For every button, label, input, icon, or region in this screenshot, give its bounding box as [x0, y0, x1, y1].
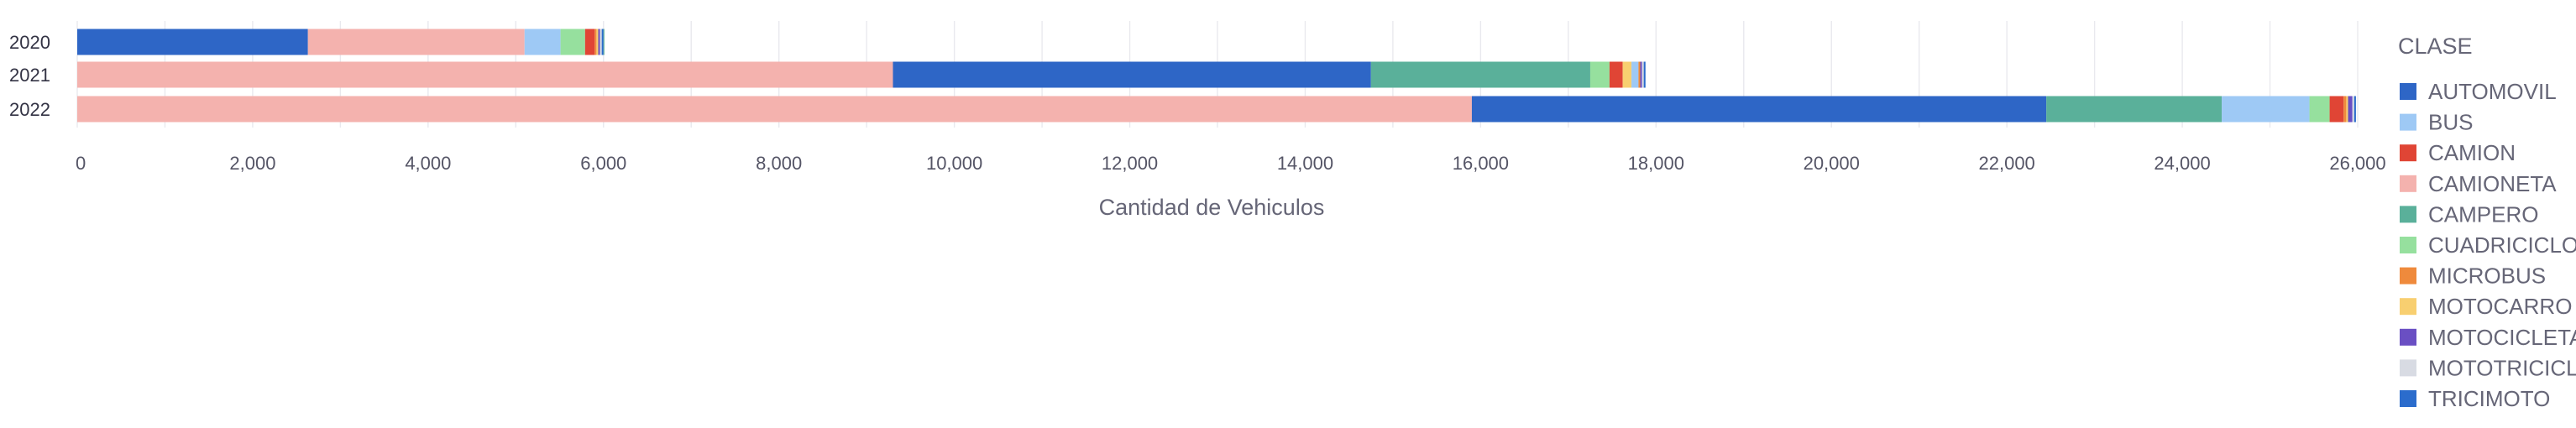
x-tick-label: 26,000: [2329, 153, 2385, 174]
x-tick-label: 6,000: [580, 153, 626, 174]
bar-2022-campero[interactable]: [2046, 96, 2223, 123]
bar-2022-motocicleta[interactable]: [2348, 96, 2353, 123]
legend-item-bus[interactable]: BUS: [2400, 110, 2473, 135]
y-tick-label: 2021: [9, 65, 50, 86]
bar-2021-bus[interactable]: [1631, 61, 1639, 88]
x-axis-title: Cantidad de Vehiculos: [1099, 195, 1325, 220]
legend-swatch: [2400, 113, 2416, 131]
x-tick-label: 20,000: [1804, 153, 1860, 174]
bar-2022-cuadriciclo[interactable]: [2309, 96, 2330, 123]
x-tick-label: 4,000: [405, 153, 451, 174]
y-tick-label: 2020: [9, 32, 50, 53]
y-tick-label: 2022: [9, 99, 50, 120]
bar-2020-mototriciclo[interactable]: [599, 29, 602, 55]
bar-2020-automovil[interactable]: [77, 29, 308, 55]
legend-label: MOTOTRICICLO: [2428, 355, 2576, 380]
bar-2020-camion[interactable]: [584, 29, 595, 55]
bar-2020-motocarro[interactable]: [596, 29, 599, 55]
legend-swatch: [2400, 175, 2416, 192]
legend-item-motocarro[interactable]: MOTOCARRO: [2400, 294, 2572, 319]
bar-2020-microbus[interactable]: [594, 29, 597, 55]
bar-2021-camioneta[interactable]: [77, 61, 893, 88]
x-tick-label: 8,000: [756, 153, 802, 174]
bar-2021-campero[interactable]: [1370, 61, 1590, 88]
bar-2022-camioneta[interactable]: [77, 96, 1472, 123]
bars: [77, 29, 2356, 123]
x-tick-label: 10,000: [926, 153, 982, 174]
legend-item-cuadriciclo[interactable]: CUADRICICLO: [2400, 232, 2576, 258]
bar-2021-microbus[interactable]: [1638, 61, 1641, 88]
legend[interactable]: AUTOMOVIL BUS CAMION CAMIONETA CAMPERO CUADRI…: [2400, 79, 2576, 411]
x-tick-label: 24,000: [2154, 153, 2210, 174]
legend-label: CAMIONETA: [2428, 171, 2557, 196]
x-tick-label: 0: [76, 153, 86, 174]
bar-2021-mototriciclo[interactable]: [1641, 61, 1644, 88]
legend-label: AUTOMOVIL: [2428, 79, 2557, 104]
bar-2021-cuadriciclo[interactable]: [1589, 61, 1610, 88]
x-tick-label: 2,000: [229, 153, 275, 174]
legend-label: CUADRICICLO: [2428, 232, 2576, 258]
x-axis-ticks: 0 2,000 4,000 6,000 8,000 10,000 12,000 14,000 1…: [76, 153, 2386, 174]
legend-swatch: [2400, 206, 2416, 223]
legend-item-mototriciclo[interactable]: MOTOTRICICLO: [2400, 355, 2576, 380]
legend-swatch: [2400, 298, 2416, 316]
legend-label: MICROBUS: [2428, 264, 2546, 289]
legend-item-camioneta[interactable]: CAMIONETA: [2400, 171, 2557, 196]
bar-2020-camioneta[interactable]: [307, 29, 525, 55]
y-axis-ticks: 2020 2021 2022: [9, 32, 50, 120]
legend-label: MOTOCARRO: [2428, 294, 2572, 319]
legend-item-camion[interactable]: CAMION: [2400, 140, 2516, 165]
legend-swatch: [2400, 237, 2416, 253]
bar-2022-camion[interactable]: [2329, 96, 2344, 123]
bar-2021-camion[interactable]: [1609, 61, 1623, 88]
x-tick-label: 14,000: [1277, 153, 1333, 174]
bar-2022-motocarro[interactable]: [2346, 96, 2348, 123]
legend-label: TRICIMOTO: [2428, 386, 2550, 411]
bar-2020-campero[interactable]: [603, 29, 605, 55]
x-tick-label: 16,000: [1453, 153, 1509, 174]
legend-swatch: [2400, 359, 2416, 377]
bar-2022-bus[interactable]: [2222, 96, 2310, 123]
legend-label: MOTOCICLETA: [2428, 325, 2576, 350]
bar-2020-bus[interactable]: [524, 29, 561, 55]
bar-2021-motocicleta[interactable]: [1640, 61, 1642, 88]
legend-title: CLASE: [2398, 34, 2473, 59]
legend-label: BUS: [2428, 110, 2473, 135]
bar-2022-tricimoto[interactable]: [2353, 96, 2356, 123]
x-tick-label: 12,000: [1102, 153, 1158, 174]
legend-item-motocicleta[interactable]: MOTOCICLETA: [2400, 325, 2576, 350]
bar-2022-mototriciclo[interactable]: [2352, 96, 2354, 123]
legend-item-automovil[interactable]: AUTOMOVIL: [2400, 79, 2557, 104]
bar-2022-microbus[interactable]: [2343, 96, 2347, 123]
legend-swatch: [2400, 328, 2416, 346]
x-tick-label: 18,000: [1628, 153, 1684, 174]
bar-2020-cuadriciclo[interactable]: [560, 29, 585, 55]
legend-item-tricimoto[interactable]: TRICIMOTO: [2400, 386, 2550, 411]
legend-item-campero[interactable]: CAMPERO: [2400, 201, 2538, 227]
legend-item-microbus[interactable]: MICROBUS: [2400, 264, 2546, 289]
legend-label: CAMPERO: [2428, 201, 2538, 227]
bar-2022-automovil[interactable]: [1471, 96, 2047, 123]
legend-swatch: [2400, 267, 2416, 284]
legend-swatch: [2400, 144, 2416, 162]
x-tick-label: 22,000: [1979, 153, 2035, 174]
legend-swatch: [2400, 390, 2416, 407]
bar-2020-motocicleta[interactable]: [598, 29, 600, 55]
legend-label: CAMION: [2428, 140, 2516, 165]
bar-2021-tricimoto[interactable]: [1643, 61, 1646, 88]
legend-swatch: [2400, 83, 2416, 100]
bar-2021-motocarro[interactable]: [1622, 61, 1632, 88]
bar-2020-tricimoto[interactable]: [601, 29, 604, 55]
bar-2021-automovil[interactable]: [893, 61, 1371, 88]
